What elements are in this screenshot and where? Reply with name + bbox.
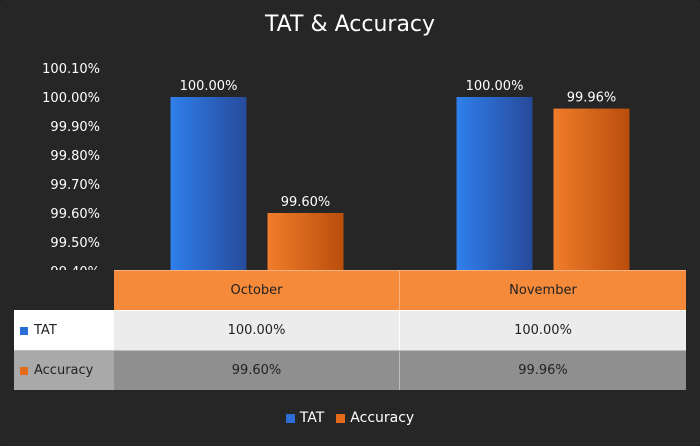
data-table-row-label: Accuracy	[14, 350, 114, 390]
data-table-cell: 99.96%	[400, 350, 686, 390]
data-table-header-row: October November	[14, 270, 686, 310]
data-label-tat-october: 100.00%	[180, 79, 238, 94]
data-table: October November TAT 100.00% 100.00% Acc…	[14, 270, 686, 390]
data-table-row-tat: TAT 100.00% 100.00%	[14, 310, 686, 350]
data-table-header-november: November	[400, 270, 686, 310]
data-table-corner	[14, 270, 114, 310]
data-table-header-october: October	[114, 270, 400, 310]
bar-tat-october	[170, 97, 247, 271]
data-table-cell: 99.60%	[114, 350, 400, 390]
chart-legend: TAT Accuracy	[0, 410, 700, 426]
y-axis-ticks: 100.10% 100.00% 99.90% 99.80% 99.70% 99.60% 99…	[42, 62, 100, 280]
y-tick-label: 99.50%	[50, 236, 100, 251]
data-label-accuracy-october: 99.60%	[281, 195, 331, 210]
legend-item-accuracy: Accuracy	[336, 410, 414, 426]
bar-tat-november	[456, 97, 533, 271]
data-label-accuracy-november: 99.96%	[567, 91, 617, 106]
y-tick-label: 99.70%	[50, 178, 100, 193]
y-tick-label: 99.80%	[50, 149, 100, 164]
data-table-row-label-text: TAT	[34, 323, 57, 338]
y-tick-label: 99.60%	[50, 207, 100, 222]
bar-series	[170, 97, 630, 271]
accuracy-swatch-icon	[20, 366, 28, 375]
chart-title: TAT & Accuracy	[264, 12, 436, 37]
bar-data-labels: 100.00% 99.60% 100.00% 99.96%	[180, 79, 617, 210]
data-table-row-label: TAT	[14, 310, 114, 350]
data-table-row-accuracy: Accuracy 99.60% 99.96%	[14, 350, 686, 390]
tat-swatch-icon	[20, 326, 28, 335]
y-tick-label: 100.00%	[42, 91, 100, 106]
tat-legend-swatch-icon	[285, 413, 295, 423]
bar-accuracy-november	[553, 108, 630, 271]
legend-item-tat: TAT	[285, 410, 325, 426]
bar-accuracy-october	[267, 213, 344, 271]
legend-label-tat: TAT	[299, 410, 325, 426]
data-table-row-label-text: Accuracy	[34, 363, 94, 378]
data-table-cell: 100.00%	[400, 310, 686, 350]
data-table-cell: 100.00%	[114, 310, 400, 350]
accuracy-legend-swatch-icon	[336, 413, 346, 423]
data-label-tat-november: 100.00%	[466, 79, 524, 94]
y-tick-label: 99.90%	[50, 120, 100, 135]
y-tick-label: 100.10%	[42, 62, 100, 77]
legend-label-accuracy: Accuracy	[350, 410, 415, 426]
